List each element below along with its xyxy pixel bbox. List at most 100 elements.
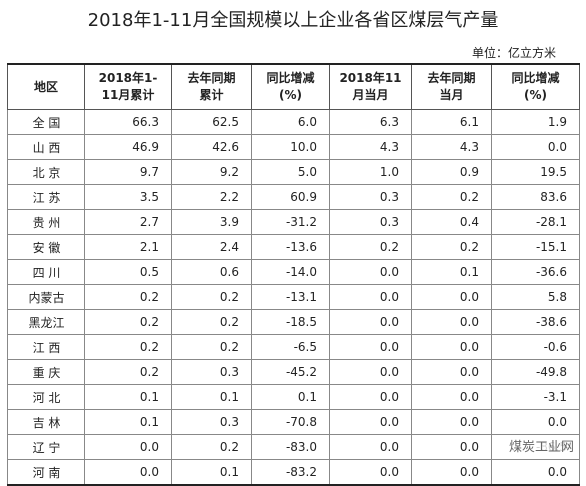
column-header: 同比增减 (%) (491, 63, 580, 110)
cell: 0.6 (171, 259, 252, 285)
cell: 0.0 (329, 284, 412, 310)
cell: 0.2 (84, 284, 172, 310)
cell: 2.4 (171, 234, 252, 260)
region-cell: 江 西 (7, 334, 85, 360)
cell: 0.2 (171, 309, 252, 335)
region-cell: 山 西 (7, 134, 85, 160)
cell: 2.2 (171, 184, 252, 210)
column-header: 地区 (7, 63, 85, 110)
cell: 9.7 (84, 159, 172, 185)
cell: 4.3 (329, 134, 412, 160)
cell: 0.0 (491, 459, 580, 486)
cell: 0.0 (491, 134, 580, 160)
table-row: 内蒙古 0.2 0.2 -13.1 0.0 0.0 5.8 (7, 284, 580, 310)
cell: 0.2 (84, 334, 172, 360)
cell: -83.2 (251, 459, 330, 486)
header-line: 11月累计 (101, 88, 155, 102)
header-row: 地区 2018年1- 11月累计 去年同期 累计 同比增减 (%) 2018年11 月当月 去年同… (7, 63, 580, 110)
cell: 0.2 (411, 234, 492, 260)
cell: 0.0 (411, 359, 492, 385)
cell: -0.6 (491, 334, 580, 360)
cell: -36.6 (491, 259, 580, 285)
cell: -3.1 (491, 384, 580, 410)
table-row: 安 徽 2.1 2.4 -13.6 0.2 0.2 -15.1 (7, 234, 580, 260)
cell: -15.1 (491, 234, 580, 260)
cell: 0.0 (329, 434, 412, 460)
cell: 0.0 (411, 459, 492, 486)
cell: 62.5 (171, 109, 252, 135)
unit: 单位：亿立方米 (471, 46, 556, 60)
cell: 0.3 (329, 209, 412, 235)
region-cell: 贵 州 (7, 209, 85, 235)
table-row: 重 庆 0.2 0.3 -45.2 0.0 0.0 -49.8 (7, 359, 580, 385)
header-line: 同比增减 (511, 71, 560, 85)
cell: 19.5 (491, 159, 580, 185)
cell: -83.0 (251, 434, 330, 460)
region-cell: 河 南 (7, 459, 85, 486)
cell: 0.0 (329, 384, 412, 410)
cell: -70.8 (251, 409, 330, 435)
cell: 0.0 (411, 334, 492, 360)
header-line: (%) (524, 88, 547, 102)
table-row: 辽 宁0.00.2-83.00.00.0-86.5 (7, 434, 580, 460)
region-cell: 辽 宁 (7, 434, 85, 460)
region-cell: 江 苏 (7, 184, 85, 210)
region-cell: 内蒙古 (7, 284, 85, 310)
region-cell: 四 川 (7, 259, 85, 285)
cell: 0.0 (491, 409, 580, 435)
cell: 0.0 (411, 309, 492, 335)
table-row: 北 京 9.7 9.2 5.0 1.0 0.9 19.5 (7, 159, 580, 185)
header-line: 同比增减 (266, 71, 315, 85)
cell: 1.0 (329, 159, 412, 185)
cell: 0.1 (171, 459, 252, 486)
cell: -14.0 (251, 259, 330, 285)
cell: 0.3 (171, 409, 252, 435)
title: 2018年1-11月全国规模以上企业各省区煤层气产量 (87, 10, 499, 31)
cell: 0.1 (84, 409, 172, 435)
cell: -38.6 (491, 309, 580, 335)
cell: 0.2 (171, 334, 252, 360)
cell: 0.0 (329, 309, 412, 335)
cell: 0.2 (84, 359, 172, 385)
table-row: 黑龙江 0.2 0.2 -18.5 0.0 0.0 -38.6 (7, 309, 580, 335)
header-line: 2018年11 (339, 71, 402, 85)
cell: 0.4 (411, 209, 492, 235)
cell: 0.2 (411, 184, 492, 210)
cell: 0.2 (171, 434, 252, 460)
cell: 0.0 (84, 459, 172, 486)
watermark: 煤炭工业网 (506, 436, 576, 455)
cell: -45.2 (251, 359, 330, 385)
cell: 10.0 (251, 134, 330, 160)
cell: 0.2 (84, 309, 172, 335)
header-line: (%) (279, 88, 302, 102)
cell: 6.3 (329, 109, 412, 135)
cell: 0.2 (329, 234, 412, 260)
cell: 0.1 (84, 384, 172, 410)
header-line: 去年同期 (427, 71, 476, 85)
cell: 0.5 (84, 259, 172, 285)
cell: 2.7 (84, 209, 172, 235)
region-cell: 河 北 (7, 384, 85, 410)
cell: 4.3 (411, 134, 492, 160)
table-row: 江 西 0.2 0.2 -6.5 0.0 0.0 -0.6 (7, 334, 580, 360)
table-row: 全 国 66.3 62.5 6.0 6.3 6.1 1.9 (7, 109, 580, 135)
cell: 0.3 (171, 359, 252, 385)
cell: 66.3 (84, 109, 172, 135)
cell: 60.9 (251, 184, 330, 210)
region-cell: 吉 林 (7, 409, 85, 435)
cell: 0.0 (84, 434, 172, 460)
region-cell: 北 京 (7, 159, 85, 185)
header-line: 月当月 (352, 88, 389, 102)
table-body: 全 国 66.3 62.5 6.0 6.3 6.1 1.9 山 西 46.9 42.6 10.0 4.… (7, 109, 580, 486)
cell: 1.9 (491, 109, 580, 135)
cell: 0.0 (329, 359, 412, 385)
cell: -31.2 (251, 209, 330, 235)
region-cell: 黑龙江 (7, 309, 85, 335)
cell: 6.0 (251, 109, 330, 135)
column-header: 2018年11 月当月 (329, 63, 412, 110)
cell: 5.8 (491, 284, 580, 310)
cell: 0.0 (411, 434, 492, 460)
cell: 0.0 (411, 409, 492, 435)
cell: 0.9 (411, 159, 492, 185)
region-cell: 安 徽 (7, 234, 85, 260)
